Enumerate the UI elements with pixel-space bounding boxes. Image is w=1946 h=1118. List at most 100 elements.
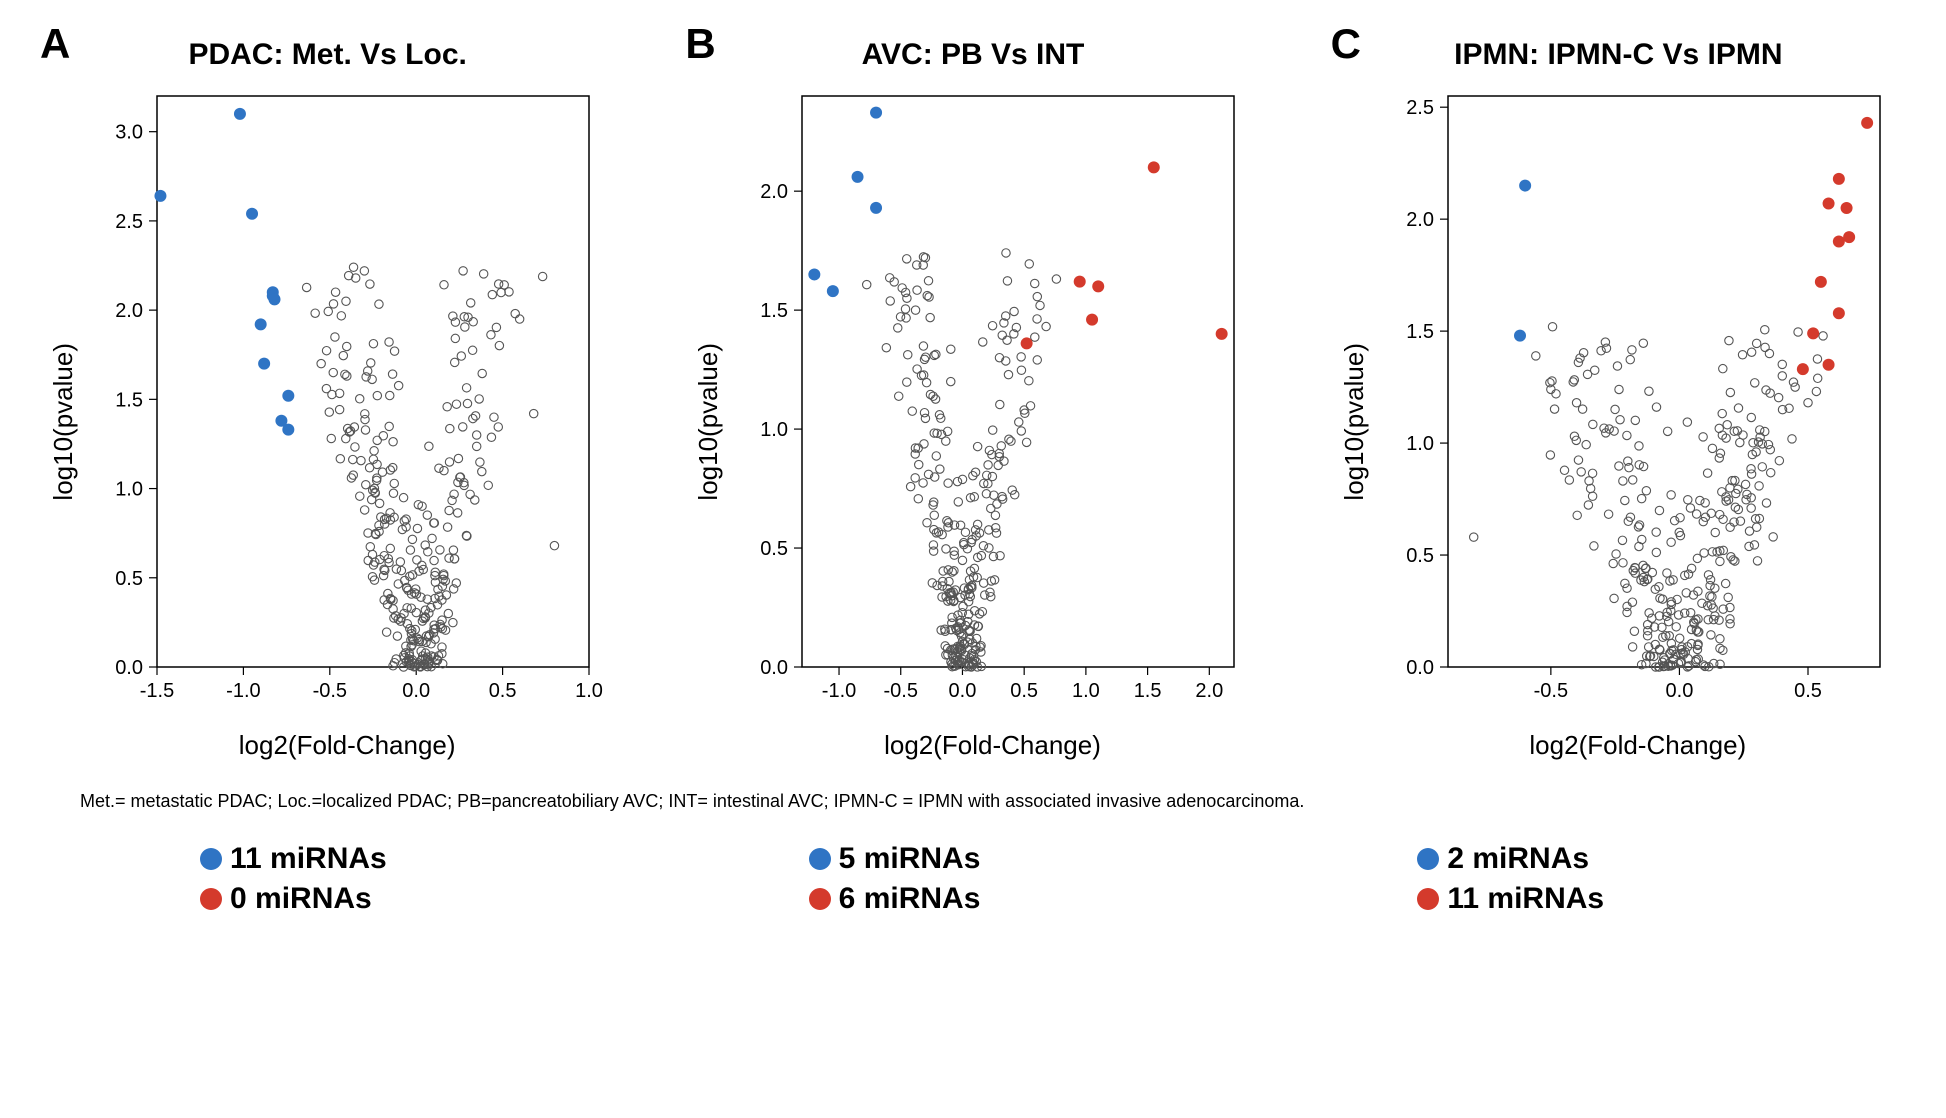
data-point bbox=[1762, 499, 1770, 507]
data-point bbox=[457, 352, 465, 360]
data-point bbox=[1711, 528, 1719, 536]
data-point bbox=[983, 471, 991, 479]
data-point bbox=[1652, 528, 1660, 536]
data-point bbox=[1042, 322, 1050, 330]
data-point bbox=[390, 479, 398, 487]
highlight-point-red bbox=[1843, 231, 1855, 243]
highlight-point-blue bbox=[234, 108, 246, 120]
data-point bbox=[475, 395, 483, 403]
legend-item-red: 6 miRNAs bbox=[809, 882, 981, 916]
data-point bbox=[933, 452, 941, 460]
data-point bbox=[1645, 387, 1653, 395]
data-point bbox=[393, 632, 401, 640]
data-point bbox=[1735, 438, 1743, 446]
data-point bbox=[1639, 339, 1647, 347]
data-point bbox=[923, 519, 931, 527]
highlight-point-blue bbox=[1514, 330, 1526, 342]
data-point bbox=[490, 413, 498, 421]
data-point bbox=[920, 342, 928, 350]
data-point bbox=[1745, 542, 1753, 550]
data-point bbox=[1734, 404, 1742, 412]
highlight-point-blue bbox=[871, 107, 883, 119]
volcano-plot-0: -1.5-1.0-0.50.00.51.00.00.51.01.52.02.53… bbox=[87, 82, 607, 722]
data-point bbox=[461, 323, 469, 331]
data-point bbox=[1760, 326, 1768, 334]
data-point bbox=[903, 378, 911, 386]
data-point bbox=[408, 535, 416, 543]
data-point bbox=[1723, 421, 1731, 429]
data-point bbox=[1769, 533, 1777, 541]
data-point bbox=[386, 466, 394, 474]
data-point bbox=[1642, 487, 1650, 495]
data-point bbox=[495, 341, 503, 349]
data-point bbox=[1704, 571, 1712, 579]
data-point bbox=[1616, 416, 1624, 424]
data-point bbox=[1612, 550, 1620, 558]
data-point bbox=[999, 331, 1007, 339]
data-point bbox=[376, 499, 384, 507]
data-point bbox=[1637, 494, 1645, 502]
data-point bbox=[466, 490, 474, 498]
legend-dot-icon bbox=[200, 888, 222, 910]
data-point bbox=[324, 307, 332, 315]
data-point bbox=[430, 556, 438, 564]
data-point bbox=[962, 528, 970, 536]
data-point bbox=[1758, 463, 1766, 471]
legend-dot-icon bbox=[1417, 848, 1439, 870]
data-point bbox=[332, 288, 340, 296]
data-point bbox=[926, 313, 934, 321]
data-point bbox=[1708, 444, 1716, 452]
x-axis-label: log2(Fold-Change) bbox=[884, 730, 1101, 761]
data-point bbox=[920, 440, 928, 448]
plot-wrap: log10(pvalue) -1.5-1.0-0.50.00.51.00.00.… bbox=[48, 82, 607, 761]
data-point bbox=[1034, 292, 1042, 300]
data-point bbox=[1699, 433, 1707, 441]
panel-label: B bbox=[685, 20, 715, 68]
data-point bbox=[1623, 602, 1631, 610]
data-point bbox=[1600, 424, 1608, 432]
highlight-point-red bbox=[1797, 363, 1809, 375]
plot-column: -1.5-1.0-0.50.00.51.00.00.51.01.52.02.53… bbox=[87, 82, 607, 761]
data-point bbox=[1586, 484, 1594, 492]
data-point bbox=[913, 261, 921, 269]
data-point bbox=[1718, 364, 1726, 372]
data-point bbox=[919, 479, 927, 487]
data-point bbox=[1819, 332, 1827, 340]
data-point bbox=[974, 520, 982, 528]
highlight-point-blue bbox=[269, 293, 281, 305]
data-point bbox=[1026, 260, 1034, 268]
data-point bbox=[1724, 593, 1732, 601]
y-tick-label: 0.0 bbox=[1406, 657, 1434, 679]
data-point bbox=[425, 442, 433, 450]
data-point bbox=[459, 267, 467, 275]
data-point bbox=[550, 541, 558, 549]
data-point bbox=[1645, 609, 1653, 617]
y-tick-label: 2.5 bbox=[1406, 97, 1434, 119]
data-point bbox=[947, 345, 955, 353]
highlight-point-blue bbox=[852, 171, 864, 183]
data-point bbox=[1005, 370, 1013, 378]
data-point bbox=[913, 286, 921, 294]
data-point bbox=[366, 543, 374, 551]
data-point bbox=[1667, 491, 1675, 499]
data-point bbox=[436, 546, 444, 554]
data-point bbox=[1775, 456, 1783, 464]
data-point bbox=[902, 305, 910, 313]
data-point bbox=[473, 442, 481, 450]
data-point bbox=[944, 479, 952, 487]
data-point bbox=[1597, 347, 1605, 355]
data-point bbox=[1804, 399, 1812, 407]
highlight-point-red bbox=[1861, 117, 1873, 129]
data-point bbox=[981, 591, 989, 599]
x-tick-label: 1.5 bbox=[1134, 680, 1162, 702]
x-tick-label: 0.5 bbox=[1011, 680, 1039, 702]
y-tick-label: 1.0 bbox=[115, 479, 143, 501]
data-point bbox=[1615, 462, 1623, 470]
x-tick-label: 0.5 bbox=[489, 680, 517, 702]
data-point bbox=[1007, 437, 1015, 445]
data-point bbox=[1618, 477, 1626, 485]
data-point bbox=[412, 608, 420, 616]
legend-dot-icon bbox=[809, 848, 831, 870]
data-point bbox=[360, 267, 368, 275]
data-point bbox=[911, 474, 919, 482]
